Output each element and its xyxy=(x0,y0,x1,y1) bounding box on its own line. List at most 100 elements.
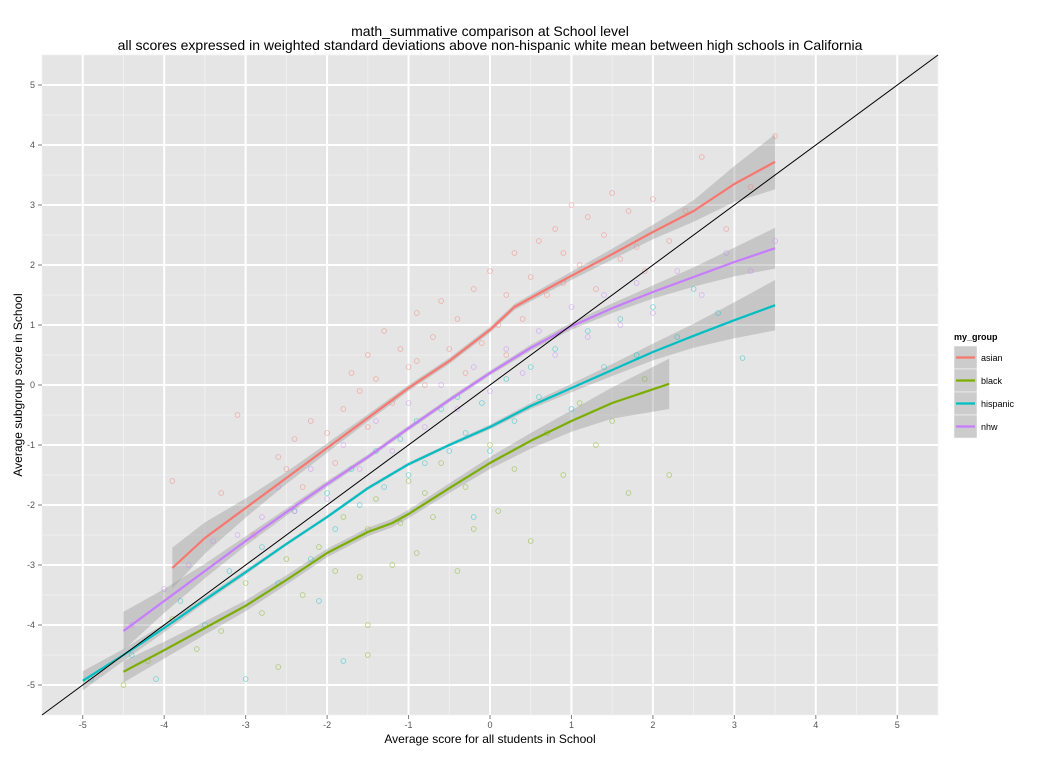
point-nhw xyxy=(128,622,135,628)
point-asian xyxy=(666,238,672,244)
legend-label-asian: asian xyxy=(981,353,1003,363)
y-tick-label: 4 xyxy=(30,140,35,150)
point-asian xyxy=(356,388,363,394)
point-asian xyxy=(324,430,330,436)
point-hispanic xyxy=(503,376,510,382)
point-nhw xyxy=(584,334,591,340)
legend-label-black: black xyxy=(981,376,1003,386)
point-nhw xyxy=(552,352,558,358)
point-asian xyxy=(527,274,534,280)
point-black xyxy=(389,562,396,568)
point-asian xyxy=(381,328,387,334)
point-nhw xyxy=(405,400,412,406)
point-nhw xyxy=(470,364,477,370)
point-hispanic xyxy=(446,448,453,454)
point-hispanic xyxy=(226,568,233,574)
y-tick-label: -5 xyxy=(27,680,35,690)
point-hispanic xyxy=(332,526,339,532)
legend-label-nhw: nhw xyxy=(981,422,998,432)
point-hispanic xyxy=(552,346,558,352)
y-tick-label: 0 xyxy=(30,380,35,390)
x-tick-label: 5 xyxy=(895,720,900,730)
point-black xyxy=(625,490,632,496)
point-black xyxy=(259,610,265,616)
point-asian xyxy=(698,154,705,160)
y-tick-label: 1 xyxy=(30,320,35,330)
point-hispanic xyxy=(373,448,379,454)
point-nhw xyxy=(210,538,216,544)
point-hispanic xyxy=(340,658,347,664)
smooth-lines xyxy=(82,160,776,682)
point-hispanic xyxy=(405,472,412,478)
smooth-nhw xyxy=(122,247,776,632)
point-asian xyxy=(479,340,485,346)
point-hispanic xyxy=(690,286,697,292)
point-asian xyxy=(536,238,542,244)
point-asian xyxy=(454,316,461,322)
point-hispanic xyxy=(674,334,681,340)
point-asian xyxy=(568,202,575,208)
x-tick-label: -2 xyxy=(323,720,331,730)
point-nhw xyxy=(568,304,575,310)
smooth-hispanic xyxy=(82,304,776,682)
point-nhw xyxy=(601,292,607,298)
point-asian xyxy=(617,256,624,262)
legend: my_group asian black hispanic nhw xyxy=(953,332,1015,439)
smooth-black xyxy=(122,382,670,673)
band-hispanic xyxy=(82,280,776,691)
point-nhw xyxy=(340,442,347,448)
point-asian xyxy=(593,286,599,292)
point-nhw xyxy=(234,532,241,538)
point-hispanic xyxy=(356,502,363,508)
point-nhw xyxy=(617,322,624,328)
point-asian xyxy=(446,346,453,352)
y-axis: -5 -4 -3 -2 -1 0 1 2 3 4 5 xyxy=(27,80,42,690)
point-nhw xyxy=(674,268,681,274)
point-asian xyxy=(340,406,347,412)
point-asian xyxy=(218,490,225,496)
x-tick-label: -3 xyxy=(242,720,250,730)
reference-line-group xyxy=(41,54,939,716)
legend-label-hispanic: hispanic xyxy=(981,399,1015,409)
point-hispanic xyxy=(650,304,656,310)
point-nhw xyxy=(698,292,705,298)
point-black xyxy=(470,526,477,532)
point-black xyxy=(609,418,615,424)
point-asian xyxy=(438,298,444,304)
point-asian xyxy=(601,232,607,238)
point-asian xyxy=(723,226,730,232)
point-nhw xyxy=(633,280,640,286)
point-hispanic xyxy=(536,394,542,400)
point-black xyxy=(593,442,599,448)
point-asian xyxy=(633,244,640,250)
x-axis: -5 -4 -3 -2 -1 0 1 2 3 4 5 xyxy=(79,715,900,730)
point-asian xyxy=(283,466,290,472)
point-hispanic xyxy=(511,418,518,424)
point-asian xyxy=(470,286,477,292)
point-nhw xyxy=(454,406,461,412)
point-asian xyxy=(430,334,436,340)
point-hispanic xyxy=(422,460,428,466)
point-asian xyxy=(413,310,420,316)
point-asian xyxy=(544,292,550,298)
y-tick-label: 2 xyxy=(30,260,35,270)
point-hispanic xyxy=(259,544,265,550)
point-hispanic xyxy=(479,400,485,406)
point-hispanic xyxy=(128,652,135,658)
point-nhw xyxy=(503,346,510,352)
x-tick-label: -5 xyxy=(79,720,87,730)
point-black xyxy=(365,622,371,628)
point-hispanic xyxy=(307,556,314,562)
point-hispanic xyxy=(633,352,640,358)
point-asian xyxy=(576,262,583,268)
point-hispanic xyxy=(601,364,607,370)
point-nhw xyxy=(519,370,526,376)
point-black xyxy=(283,556,290,562)
x-tick-label: 3 xyxy=(732,720,737,730)
chart-subtitle: all scores expressed in weighted standar… xyxy=(118,37,863,53)
point-nhw xyxy=(536,328,542,334)
point-nhw xyxy=(723,250,730,256)
y-tick-label: 5 xyxy=(30,80,35,90)
point-asian xyxy=(584,214,591,220)
point-nhw xyxy=(772,238,778,244)
